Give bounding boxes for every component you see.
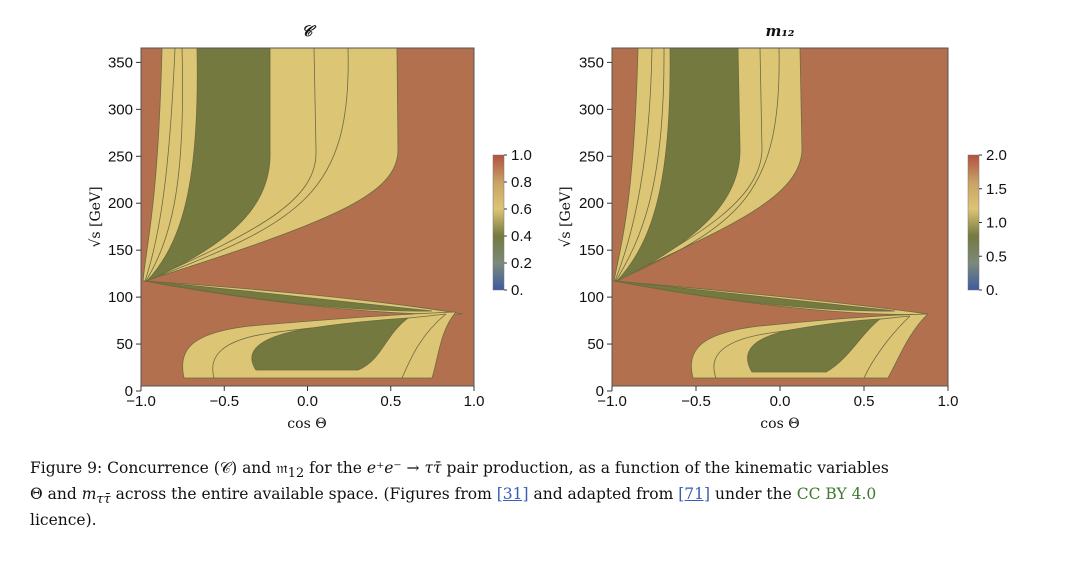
right-panel-title: m₁₂ xyxy=(765,22,794,40)
left-y-ticks: 0 50 100 150 200 250 300 350 xyxy=(108,54,141,400)
caption-text: ) and xyxy=(231,459,277,477)
right-colorbar xyxy=(967,154,980,291)
colorbar-tick-label: 0.2 xyxy=(511,255,532,272)
y-tick-label: 300 xyxy=(108,101,133,118)
y-tick-label: 50 xyxy=(116,336,133,353)
y-tick-label: 250 xyxy=(108,148,133,165)
caption-text: Figure 9: Concurrence ( xyxy=(30,459,220,477)
colorbar-tick-label: 0.5 xyxy=(986,248,1007,265)
right-x-ticks: −1.0 −0.5 0.0 0.5 1.0 xyxy=(597,386,958,410)
colorbar-tick-label: 1.0 xyxy=(511,147,532,164)
mass-variable: m xyxy=(81,485,97,504)
y-tick-label: 200 xyxy=(579,195,604,212)
process-formula: e⁺e⁻ → ττ̄ xyxy=(366,459,442,477)
x-tick-label: 1.0 xyxy=(464,393,485,410)
left-bottom-lobe-inner xyxy=(251,317,410,371)
concurrence-symbol: 𝒞 xyxy=(219,459,232,477)
left-y-axis-label: √s [GeV] xyxy=(88,186,104,247)
right-lower-spike-inner xyxy=(616,280,896,312)
caption-text: pair production, as a function of the ki… xyxy=(441,459,889,477)
left-contour-line xyxy=(145,48,349,282)
y-tick-label: 250 xyxy=(579,148,604,165)
y-tick-label: 150 xyxy=(579,242,604,259)
left-colorbar xyxy=(492,154,505,291)
y-tick-label: 300 xyxy=(579,101,604,118)
caption-text: licence). xyxy=(30,511,97,530)
y-tick-label: 200 xyxy=(108,195,133,212)
m12-symbol: 𝔪 xyxy=(276,459,288,477)
y-tick-label: 150 xyxy=(108,242,133,259)
right-bottom-lobe-inner xyxy=(747,318,882,373)
caption-text: under the xyxy=(710,485,797,504)
x-tick-label: 0.0 xyxy=(297,393,318,410)
left-lower-spike-inner xyxy=(146,280,433,312)
left-colorbar-ticks: 1.0 0.8 0.6 0.4 0.2 0. xyxy=(504,147,532,299)
right-heatmap xyxy=(612,48,948,386)
left-upper-inner-band xyxy=(146,48,271,282)
right-x-axis-label: cos Θ xyxy=(760,416,799,432)
right-upper-inner-band xyxy=(616,48,741,282)
right-contour-line xyxy=(615,48,780,282)
left-panel-title: 𝒞 xyxy=(302,22,317,40)
right-y-axis-label: √s [GeV] xyxy=(558,186,574,247)
m12-subscript: 12 xyxy=(287,466,305,482)
x-tick-label: 0.5 xyxy=(380,393,401,410)
right-contour-line xyxy=(863,315,911,379)
colorbar-tick-label: 0.4 xyxy=(511,228,532,245)
colorbar-tick-label: 1.5 xyxy=(986,181,1007,198)
caption-text: Θ and xyxy=(30,485,82,504)
x-tick-label: −0.5 xyxy=(681,393,711,410)
y-tick-label: 350 xyxy=(108,54,133,71)
left-x-axis-label: cos Θ xyxy=(287,416,326,432)
reference-link-31[interactable]: [31] xyxy=(496,485,529,504)
license-link[interactable]: CC BY 4.0 xyxy=(796,485,877,504)
colorbar-tick-label: 0.6 xyxy=(511,201,532,218)
caption-text: across the entire available space. (Figu… xyxy=(110,485,497,504)
y-tick-label: 50 xyxy=(587,336,604,353)
x-tick-label: 0.5 xyxy=(854,393,875,410)
left-contour-line xyxy=(144,48,176,282)
left-heatmap xyxy=(141,48,474,386)
mass-subscript: ττ̄ xyxy=(96,492,111,508)
caption-text: and adapted from xyxy=(528,485,679,504)
x-tick-label: 0.0 xyxy=(770,393,791,410)
left-panel: 0 50 100 150 200 250 300 350 −1.0 −0.5 0.0 0.5 1.0 … xyxy=(88,22,532,432)
x-tick-label: −1.0 xyxy=(126,393,156,410)
colorbar-tick-label: 1.0 xyxy=(986,215,1007,232)
right-colorbar-ticks: 2.0 1.5 1.0 0.5 0. xyxy=(979,147,1007,299)
x-tick-label: 1.0 xyxy=(938,393,959,410)
colorbar-tick-label: 0.8 xyxy=(511,174,532,191)
caption-text: for the xyxy=(304,459,367,477)
reference-link-71[interactable]: [71] xyxy=(678,485,711,504)
y-tick-label: 100 xyxy=(579,289,604,306)
y-tick-label: 100 xyxy=(108,289,133,306)
figure-caption: Figure 9: Concurrence (𝒞) and 𝔪12 for th… xyxy=(30,458,1060,530)
colorbar-tick-label: 0. xyxy=(511,282,524,299)
x-tick-label: −1.0 xyxy=(597,393,627,410)
y-tick-label: 0 xyxy=(125,383,133,400)
left-contour-line xyxy=(401,313,447,379)
y-tick-label: 0 xyxy=(596,383,604,400)
left-x-ticks: −1.0 −0.5 0.0 0.5 1.0 xyxy=(126,386,484,410)
colorbar-tick-label: 0. xyxy=(986,282,999,299)
right-contour-line xyxy=(614,48,653,282)
colorbar-tick-label: 2.0 xyxy=(986,147,1007,164)
x-tick-label: −0.5 xyxy=(209,393,239,410)
right-y-ticks: 0 50 100 150 200 250 300 350 xyxy=(579,54,612,400)
y-tick-label: 350 xyxy=(579,54,604,71)
